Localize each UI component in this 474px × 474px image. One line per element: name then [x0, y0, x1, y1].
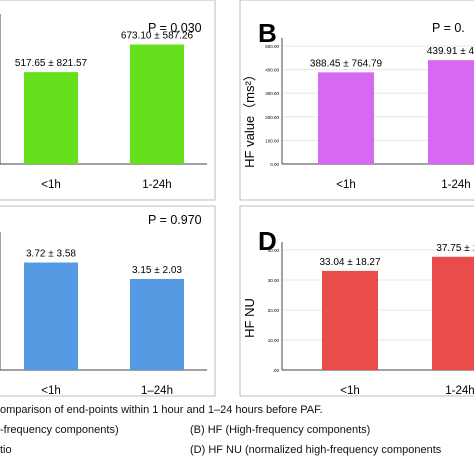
x-tick-label: 1–24h [141, 385, 173, 397]
bar [24, 262, 78, 370]
bar [318, 72, 374, 164]
y-tick-label: 500.00 [265, 44, 279, 49]
p-value: P = 0. [432, 21, 465, 35]
bar [130, 44, 184, 164]
bar [432, 256, 474, 370]
y-tick-label: 200.00 [265, 115, 279, 120]
caption-line-2-right: (B) HF (High-frequency components) [190, 424, 371, 436]
data-label: 673.10 ± 587.26 [121, 31, 194, 42]
caption-line-3-left: tio [0, 444, 12, 456]
y-axis-label: HF NU [242, 298, 257, 338]
panel-letter: D [258, 226, 277, 256]
y-tick-label: 100.00 [265, 138, 279, 143]
panel-frame [0, 205, 216, 397]
y-tick-label: 0.00 [270, 162, 279, 167]
y-tick-label: 20.00 [268, 308, 280, 313]
p-value: P = 0.030 [148, 21, 202, 35]
x-tick-label: <1h [41, 179, 61, 191]
y-tick-label: .00 [273, 368, 280, 373]
caption-line-1: omparison of end-points within 1 hour an… [0, 404, 323, 416]
data-label: 3.72 ± 3.58 [26, 249, 76, 260]
y-tick-label: 300.00 [265, 91, 279, 96]
bar [24, 72, 78, 164]
data-label: 439.91 ± 436 [427, 46, 474, 57]
data-label: 3.15 ± 2.03 [132, 265, 182, 276]
panel-frame [239, 0, 474, 201]
x-tick-label: 1-24h [142, 179, 171, 191]
x-tick-label: 1-24h [441, 179, 470, 191]
x-tick-label: <1h [336, 179, 356, 191]
y-tick-label: 30.00 [268, 278, 280, 283]
chart-panel-2: 0.00 100.00 200.00 300.00 400.00 500.00 388.45… [239, 0, 474, 201]
panel-letter: B [258, 18, 277, 48]
x-tick-label: <1h [41, 385, 61, 397]
y-tick-label: 40.00 [268, 248, 280, 253]
data-label: 33.04 ± 18.27 [319, 257, 381, 268]
data-label: 388.45 ± 764.79 [310, 58, 383, 69]
bar [428, 60, 474, 164]
chart-panel-1: 517.65 ± 821.57 <1h 673.10 ± 587.26 1-24h P … [0, 0, 216, 201]
bar [322, 270, 378, 370]
caption-line-3-right: (D) HF NU (normalized high-frequency com… [190, 444, 442, 456]
panel-frame [239, 205, 474, 397]
y-tick-label: 400.00 [265, 68, 279, 73]
caption-line-2-left: -frequency components) [0, 424, 119, 436]
chart-panel-3: 3.72 ± 3.58 <1h 3.15 ± 2.03 1–24h P = 0.970 [0, 205, 216, 397]
bar [130, 279, 184, 370]
x-tick-label: <1h [340, 385, 360, 397]
data-label: 37.75 ± 12 [436, 243, 474, 254]
p-value: P = 0.970 [148, 213, 202, 227]
x-tick-label: 1-24h [445, 385, 474, 397]
y-tick-label: 10.00 [268, 338, 280, 343]
data-label: 517.65 ± 821.57 [15, 58, 88, 69]
chart-panel-4: .00 10.00 20.00 30.00 40.00 33.04 ± 18.27 <1h 3… [239, 205, 474, 397]
y-axis-label: HF value（ms²） [242, 68, 257, 168]
panel-frame [0, 0, 216, 201]
